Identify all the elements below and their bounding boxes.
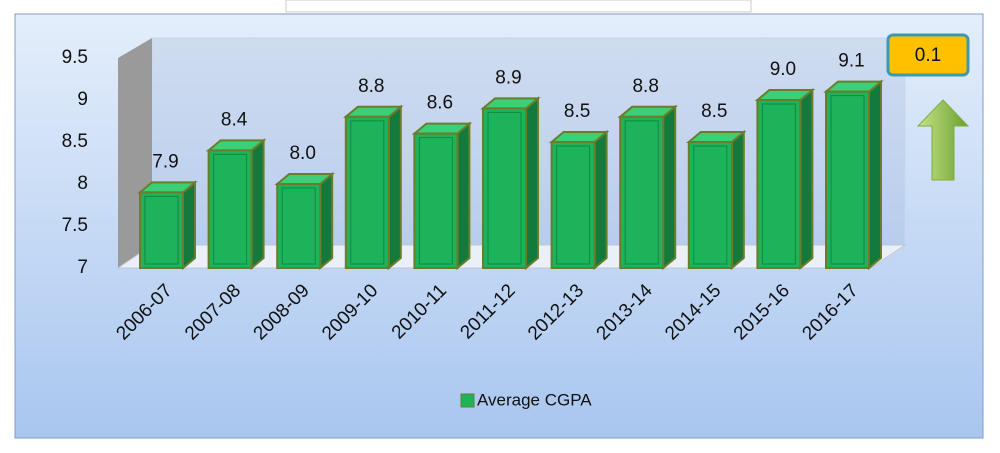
y-tick-label: 8 bbox=[77, 173, 88, 194]
value-label: 8.6 bbox=[427, 93, 453, 114]
y-tick-label: 7.5 bbox=[62, 215, 88, 236]
bar-inner bbox=[213, 153, 248, 265]
bar bbox=[276, 183, 322, 269]
y-tick-label: 7 bbox=[77, 257, 88, 278]
up-arrow bbox=[916, 99, 970, 181]
bar-inner bbox=[624, 120, 659, 265]
value-label: 7.9 bbox=[152, 151, 178, 172]
bar bbox=[482, 107, 527, 270]
bar-inner bbox=[281, 187, 316, 265]
bar-side bbox=[525, 96, 539, 271]
bar-side bbox=[593, 129, 608, 271]
annotation-box bbox=[886, 33, 970, 77]
bar-inner bbox=[693, 145, 728, 265]
bar-side bbox=[387, 104, 402, 271]
value-label: 8.4 bbox=[221, 109, 248, 130]
bar bbox=[550, 141, 596, 269]
value-label: 8.5 bbox=[564, 101, 590, 122]
bar-inner bbox=[830, 95, 865, 265]
legend-swatch bbox=[460, 393, 475, 408]
bar bbox=[413, 132, 459, 269]
value-label: 8.9 bbox=[495, 67, 521, 88]
legend-label: Average CGPA bbox=[477, 390, 592, 409]
bar-side bbox=[182, 180, 196, 271]
value-label: 8.5 bbox=[701, 101, 727, 122]
bar-inner bbox=[144, 195, 179, 265]
value-label: 8.8 bbox=[632, 76, 658, 97]
value-label: 9.1 bbox=[838, 51, 864, 72]
bar-inner bbox=[761, 103, 796, 265]
bar bbox=[619, 115, 665, 269]
bar-side bbox=[456, 121, 471, 271]
bar-side bbox=[730, 129, 745, 271]
bar-inner bbox=[556, 145, 591, 265]
bar-inner bbox=[350, 120, 385, 265]
bar-side bbox=[662, 104, 677, 271]
value-label: 8.0 bbox=[289, 143, 315, 164]
bar bbox=[687, 141, 733, 269]
bar bbox=[344, 115, 390, 269]
bar-side bbox=[799, 87, 814, 271]
value-label: 9.0 bbox=[770, 59, 796, 80]
y-tick-label: 9 bbox=[77, 89, 88, 110]
bar bbox=[756, 99, 802, 269]
bar bbox=[207, 149, 253, 269]
annotation: 0.1 bbox=[915, 45, 941, 66]
value-label: 8.8 bbox=[358, 76, 384, 97]
y-tick-label: 9.5 bbox=[62, 47, 88, 68]
bar bbox=[825, 90, 870, 269]
bar-inner bbox=[487, 111, 522, 265]
bar-side bbox=[868, 79, 882, 271]
y-tick-label: 8.5 bbox=[62, 131, 88, 152]
bar bbox=[139, 191, 184, 269]
bar-inner bbox=[418, 137, 453, 265]
bar-side bbox=[319, 171, 334, 271]
bar-side bbox=[250, 138, 265, 271]
top-strip bbox=[285, 0, 752, 13]
